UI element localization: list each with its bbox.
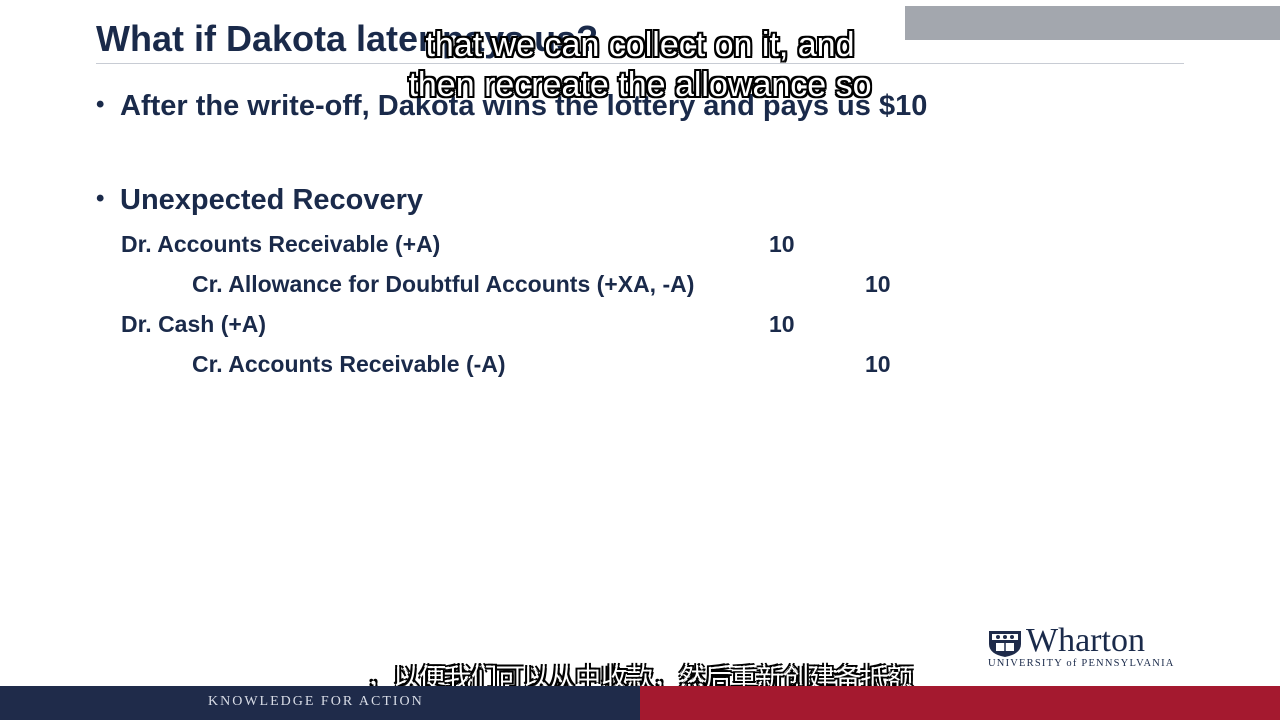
- logo-wordmark: Wharton: [1026, 622, 1145, 659]
- journal-entry-account: Dr. Accounts Receivable (+A): [121, 231, 441, 257]
- journal-entry-debit: 10: [769, 231, 795, 257]
- slide-title: What if Dakota later pays us?: [96, 18, 599, 59]
- bullet-text: Unexpected Recovery: [120, 184, 424, 216]
- bullet-text: After the write-off, Dakota wins the lot…: [120, 90, 928, 122]
- footer-navy-band: KNOWLEDGE FOR ACTION: [0, 686, 640, 720]
- subtitle-english-line2: then recreate the allowance so: [408, 66, 872, 104]
- wharton-logo: Wharton UNIVERSITY of PENNSYLVANIA: [988, 622, 1188, 672]
- journal-entry-debit: 10: [769, 311, 795, 337]
- title-divider: [96, 63, 1184, 64]
- logo-university: UNIVERSITY of PENNSYLVANIA: [988, 658, 1175, 669]
- journal-entry-account: Dr. Cash (+A): [121, 311, 267, 337]
- journal-entry-credit: 10: [865, 271, 891, 297]
- footer-red-band: [640, 686, 1280, 720]
- journal-entry-credit: 10: [865, 351, 891, 377]
- subtitle-english-line1: that we can collect on it, and: [425, 26, 855, 64]
- footer-tagline: KNOWLEDGE FOR ACTION: [208, 694, 424, 709]
- bullet-item-recovery: • Unexpected Recovery: [96, 184, 423, 217]
- bullet-icon: •: [96, 185, 105, 212]
- bullet-icon: •: [96, 91, 105, 118]
- header-gray-bar: [905, 6, 1280, 40]
- crest-icon: [989, 631, 1021, 657]
- journal-entry-account: Cr. Accounts Receivable (-A): [192, 351, 506, 377]
- journal-entry-account: Cr. Allowance for Doubtful Accounts (+XA…: [192, 271, 695, 297]
- bullet-item-writeoff: • After the write-off, Dakota wins the lo…: [96, 90, 927, 123]
